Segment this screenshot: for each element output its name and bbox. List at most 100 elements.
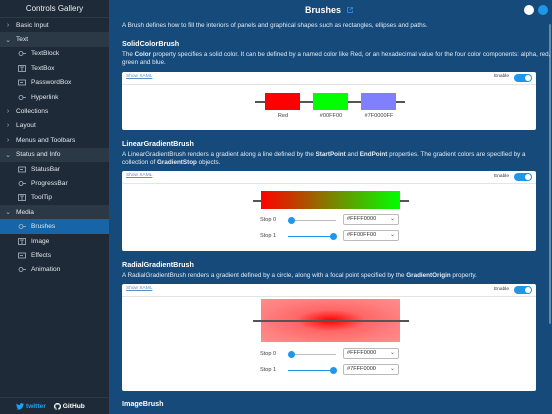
sidebar-item-brushes[interactable]: Brushes bbox=[0, 219, 109, 234]
sidebar-item-statusbar[interactable]: StatusBar bbox=[0, 162, 109, 176]
sidebar-item-label: Status and Info bbox=[16, 151, 61, 159]
stop0-color-select[interactable]: #FFFF0000 ⌄ bbox=[343, 348, 399, 360]
swatch-label: #00FF00 bbox=[319, 112, 343, 119]
sidebar-item-label: Layout bbox=[16, 122, 36, 130]
stop1-color-select[interactable]: #FF00FF00 ⌄ bbox=[343, 230, 399, 242]
github-icon bbox=[53, 402, 61, 410]
panel-divider bbox=[122, 183, 536, 185]
twitter-icon bbox=[16, 402, 24, 410]
textblock-icon bbox=[18, 50, 26, 57]
select-value: #FFFF0000 bbox=[347, 350, 377, 357]
effects-icon bbox=[18, 252, 26, 259]
textbox-icon bbox=[18, 64, 26, 72]
sidebar-item-textblock[interactable]: TextBlock bbox=[0, 47, 109, 61]
sidebar-group-layout[interactable]: › Layout bbox=[0, 119, 109, 133]
desc-text: A LinearGradientBrush renders a gradient… bbox=[122, 150, 316, 158]
stop1-color-select[interactable]: #7FFF0000 ⌄ bbox=[343, 364, 399, 376]
desc-text: property specifies a solid color. It can… bbox=[122, 51, 551, 67]
image-icon bbox=[18, 237, 26, 245]
sidebar-group-text[interactable]: ⌄ Text bbox=[0, 32, 109, 47]
radial-brush-title: RadialGradientBrush bbox=[122, 260, 194, 270]
github-link[interactable]: GitHub bbox=[53, 402, 85, 410]
desc-text: The bbox=[122, 51, 135, 59]
animation-icon bbox=[18, 266, 26, 273]
sidebar-item-effects[interactable]: Effects bbox=[0, 248, 109, 262]
desc-text: objects. bbox=[196, 158, 221, 166]
sidebar-item-tooltip[interactable]: ToolTip bbox=[0, 191, 109, 205]
sidebar-item-label: TextBox bbox=[31, 64, 55, 72]
desc-text: A RadialGradientBrush renders a gradient… bbox=[122, 272, 407, 280]
sidebar-group-media[interactable]: ⌄ Media bbox=[0, 205, 109, 220]
radial-brush-description: A RadialGradientBrush renders a gradient… bbox=[122, 272, 552, 280]
solid-brush-panel: Show XAML Enable Red #00FF00 #7F0000FF bbox=[122, 71, 536, 130]
sidebar-item-animation[interactable]: Animation bbox=[0, 263, 109, 277]
stop1-slider-thumb[interactable] bbox=[330, 367, 337, 375]
swatch-label: #7F0000FF bbox=[364, 112, 394, 119]
intro-text: A Brush defines how to fill the interior… bbox=[122, 22, 428, 29]
panel-divider bbox=[122, 83, 536, 85]
stop0-label: Stop 0 bbox=[260, 217, 277, 224]
stop0-slider-track[interactable] bbox=[288, 354, 336, 356]
page-title: Brushes bbox=[305, 5, 342, 15]
sidebar-item-progressbar[interactable]: ProgressBar bbox=[0, 176, 109, 190]
desc-bold: GradientOrigin bbox=[406, 272, 451, 280]
stop0-slider-thumb[interactable] bbox=[288, 351, 295, 359]
github-label: GitHub bbox=[62, 402, 85, 410]
twitter-label: twitter bbox=[26, 402, 46, 410]
stop1-slider-thumb[interactable] bbox=[330, 233, 337, 241]
desc-bold: EndPoint bbox=[359, 150, 388, 158]
page-header: Brushes bbox=[109, 0, 552, 21]
enable-toggle[interactable] bbox=[514, 286, 532, 295]
image-brush-title: ImageBrush bbox=[122, 399, 164, 409]
chevron-right-icon: › bbox=[6, 21, 10, 29]
select-value: #7FFF0000 bbox=[347, 366, 376, 373]
desc-text: property. bbox=[450, 272, 477, 280]
enable-label: Enable bbox=[494, 74, 509, 80]
stop0-slider-track[interactable] bbox=[288, 220, 336, 222]
select-value: #FFFF0000 bbox=[347, 216, 377, 223]
sidebar-group-basic-input[interactable]: › Basic Input bbox=[0, 18, 109, 32]
sidebar-item-label: ToolTip bbox=[31, 194, 53, 202]
sidebar-group-menus-and-toolbars[interactable]: › Menus and Toolbars bbox=[0, 133, 109, 147]
sidebar-item-label: Media bbox=[16, 208, 34, 216]
sidebar-item-hyperlink[interactable]: Hyperlink bbox=[0, 90, 109, 104]
external-link-icon[interactable] bbox=[347, 7, 353, 13]
sidebar-item-label: Basic Input bbox=[16, 21, 49, 29]
panel-divider bbox=[122, 296, 536, 298]
theme-light-button[interactable] bbox=[524, 5, 534, 15]
show-xaml-link[interactable]: Show XAML bbox=[126, 73, 153, 79]
show-xaml-link[interactable]: Show XAML bbox=[126, 286, 153, 292]
linear-brush-description: A LinearGradientBrush renders a gradient… bbox=[122, 151, 552, 167]
radial-brush-panel: Show XAML Enable Stop 0 #FFFF0000 ⌄ Stop … bbox=[122, 284, 536, 392]
statusbar-icon bbox=[18, 166, 26, 173]
color-swatch bbox=[265, 92, 300, 110]
sidebar-item-passwordbox[interactable]: PasswordBox bbox=[0, 76, 109, 90]
enable-label: Enable bbox=[494, 173, 509, 179]
sidebar-item-label: ProgressBar bbox=[31, 179, 68, 187]
stop1-slider-track[interactable] bbox=[288, 370, 336, 372]
sidebar-item-label: Hyperlink bbox=[31, 93, 59, 101]
stop0-slider-thumb[interactable] bbox=[288, 217, 295, 225]
enable-toggle[interactable] bbox=[514, 73, 532, 82]
sidebar-item-label: StatusBar bbox=[31, 165, 60, 173]
tooltip-icon bbox=[18, 194, 26, 202]
chevron-down-icon: ⌄ bbox=[389, 232, 395, 239]
sidebar-item-image[interactable]: Image bbox=[0, 234, 109, 248]
content-scrollbar[interactable] bbox=[549, 24, 551, 324]
twitter-link[interactable]: twitter bbox=[16, 403, 46, 410]
enable-toggle[interactable] bbox=[514, 173, 532, 182]
chevron-right-icon: › bbox=[6, 108, 10, 116]
stop0-label: Stop 0 bbox=[260, 351, 277, 358]
chevron-down-icon: ⌄ bbox=[5, 36, 11, 44]
brushes-page: A Brush defines how to fill the interior… bbox=[109, 21, 552, 414]
stop0-color-select[interactable]: #FFFF0000 ⌄ bbox=[343, 214, 399, 226]
sidebar-item-label: TextBlock bbox=[31, 50, 60, 58]
sidebar-nav: › Basic Input ⌄ Text TextBlock TextBox Passwor… bbox=[0, 18, 109, 277]
show-xaml-link[interactable]: Show XAML bbox=[126, 173, 153, 179]
theme-accent-button[interactable] bbox=[538, 5, 548, 15]
passwordbox-icon bbox=[18, 79, 26, 86]
sidebar-item-textbox[interactable]: TextBox bbox=[0, 61, 109, 75]
sidebar-group-status-and-info[interactable]: ⌄ Status and Info bbox=[0, 147, 109, 162]
stop1-slider-track[interactable] bbox=[288, 236, 336, 238]
sidebar-group-collections[interactable]: › Collections bbox=[0, 104, 109, 118]
